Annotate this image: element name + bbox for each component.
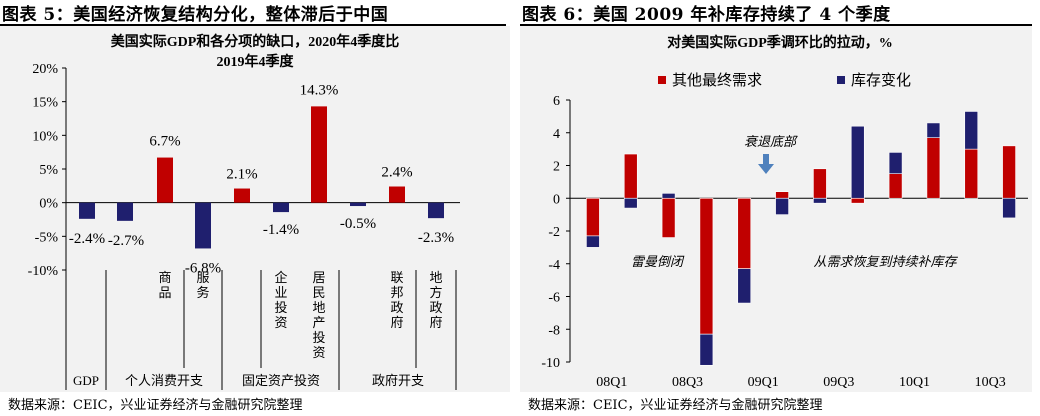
bar-other-final-demand bbox=[737, 197, 752, 269]
right-y-tick-label: -4 bbox=[548, 258, 560, 273]
bar-other-final-demand bbox=[699, 197, 714, 335]
bar-inventory-change bbox=[964, 111, 979, 150]
left-bar-data-label: 2.1% bbox=[226, 167, 257, 183]
legend-swatch-inventory bbox=[837, 76, 845, 84]
bar-inventory-change bbox=[699, 333, 714, 366]
legend-swatch-other-demand bbox=[658, 76, 666, 84]
right-y-tick-label: -2 bbox=[548, 225, 560, 240]
left-figure-heading: 图表 5：美国经济恢复结构分化，整体滞后于中国 bbox=[2, 5, 389, 25]
right-y-tick-label: 4 bbox=[553, 127, 560, 142]
bar-other-final-demand bbox=[813, 168, 827, 199]
left-bar bbox=[234, 188, 250, 203]
bar-other-final-demand bbox=[661, 197, 676, 238]
left-bar bbox=[157, 157, 173, 203]
left-y-tick-label: -10% bbox=[28, 264, 59, 279]
left-bar bbox=[273, 202, 289, 213]
left-bar-data-label: 14.3% bbox=[300, 82, 339, 98]
right-figure-heading: 图表 6：美国 2009 年补库存持续了 4 个季度 bbox=[522, 5, 891, 25]
bar-other-final-demand bbox=[775, 191, 789, 199]
bar-inventory-change bbox=[737, 268, 752, 304]
right-x-tick-label: 09Q3 bbox=[823, 375, 854, 390]
left-bar bbox=[311, 106, 327, 203]
right-x-tick-label: 08Q3 bbox=[672, 375, 703, 390]
bar-other-final-demand bbox=[888, 173, 903, 199]
bar-other-final-demand bbox=[1002, 145, 1016, 199]
left-bar-data-label: -1.4% bbox=[263, 222, 299, 238]
bar-inventory-change bbox=[661, 193, 676, 199]
annotation-lehman: 雷曼倒闭 bbox=[631, 254, 685, 269]
right-y-tick-label: -6 bbox=[548, 291, 560, 306]
left-subcategory-label: 企业投资 bbox=[274, 270, 287, 330]
annotation-recession-bottom: 衰退底部 bbox=[744, 134, 798, 149]
left-y-tick-label: 10% bbox=[32, 129, 58, 144]
bar-inventory-change bbox=[850, 125, 865, 199]
annotation-recovery-restock: 从需求恢复到持续补库存 bbox=[813, 254, 958, 269]
left-gap-bar-chart: 美国实际GDP和各分项的缺口，2020年4季度比 2019年4季度 20% 15%… bbox=[28, 33, 460, 390]
left-bar-data-label: -2.3% bbox=[418, 230, 454, 246]
left-subcategory-label: 居民地产投资 bbox=[312, 270, 325, 360]
left-y-tick-label: 15% bbox=[32, 96, 58, 111]
right-x-tick-label: 08Q1 bbox=[596, 375, 627, 390]
left-group-label: 固定资产投资 bbox=[242, 373, 320, 388]
left-y-tick-label: 0% bbox=[39, 197, 58, 212]
bar-inventory-change bbox=[586, 235, 600, 248]
bar-inventory-change bbox=[1002, 197, 1016, 219]
left-bar-data-label: -0.5% bbox=[340, 216, 376, 232]
bar-other-final-demand bbox=[850, 197, 865, 204]
left-subcategory-label: 地方政府 bbox=[429, 270, 442, 330]
right-y-tick-label: -10 bbox=[541, 356, 560, 371]
left-y-tick-label: 20% bbox=[32, 62, 58, 77]
left-subcategory-label: 服务 bbox=[196, 270, 209, 300]
left-bar bbox=[389, 186, 405, 203]
right-chart-title: 对美国实际GDP季调环比的拉动，% bbox=[667, 34, 893, 51]
bar-inventory-change bbox=[813, 197, 827, 204]
bar-inventory-change bbox=[623, 197, 638, 209]
left-group-label: 政府开支 bbox=[372, 373, 424, 388]
bar-inventory-change bbox=[926, 122, 941, 138]
left-panel: 图表 5：美国经济恢复结构分化，整体滞后于中国 美国实际GDP和各分项的缺口，2… bbox=[0, 5, 510, 413]
left-bar bbox=[79, 202, 95, 219]
left-source-note: 数据来源：CEIC，兴业证券经济与金融研究院整理 bbox=[8, 398, 303, 413]
right-y-tick-label: -8 bbox=[548, 323, 560, 338]
left-bar-data-label: 2.4% bbox=[381, 165, 412, 181]
bar-other-final-demand bbox=[964, 148, 979, 199]
right-x-tick-label: 09Q1 bbox=[748, 375, 779, 390]
bar-other-final-demand bbox=[623, 153, 638, 199]
left-group-label: 个人消费开支 bbox=[125, 373, 203, 388]
left-subcategory-label: 商品 bbox=[158, 270, 171, 300]
left-chart-title-line2: 2019年4季度 bbox=[217, 53, 295, 70]
left-bar-data-label: 6.7% bbox=[149, 134, 180, 150]
annotation-down-arrow bbox=[758, 154, 774, 174]
left-bar-data-label: -2.7% bbox=[108, 233, 144, 249]
right-panel: 图表 6：美国 2009 年补库存持续了 4 个季度 对美国实际GDP季调环比的… bbox=[520, 0, 1040, 416]
left-bar bbox=[195, 202, 211, 249]
left-y-tick-label: 5% bbox=[39, 163, 58, 178]
left-bar-data-label: -6.8% bbox=[185, 260, 221, 276]
right-heading-rule bbox=[520, 24, 1032, 26]
right-y-tick-label: 0 bbox=[553, 192, 560, 207]
legend-label-other-demand: 其他最终需求 bbox=[672, 72, 762, 89]
left-bar bbox=[117, 202, 133, 221]
left-bar-data-label: -2.4% bbox=[69, 231, 105, 247]
bar-inventory-change bbox=[775, 197, 789, 215]
left-heading-rule bbox=[0, 24, 506, 26]
left-subcategory-label: 联邦政府 bbox=[390, 270, 403, 330]
right-source-note: 数据来源：CEIC，兴业证券经济与金融研究院整理 bbox=[528, 398, 823, 413]
right-x-tick-label: 10Q3 bbox=[975, 375, 1006, 390]
legend-label-inventory: 库存变化 bbox=[851, 72, 911, 89]
left-group-label: GDP bbox=[73, 373, 99, 388]
right-x-tick-label: 10Q1 bbox=[899, 375, 930, 390]
left-chart-title-line1: 美国实际GDP和各分项的缺口，2020年4季度比 bbox=[111, 33, 400, 50]
right-contribution-bar-chart: 对美国实际GDP季调环比的拉动，% 其他最终需求 库存变化 6 4 2 0 -2 -4 -6 -8… bbox=[541, 34, 1028, 390]
right-y-tick-label: 2 bbox=[553, 160, 560, 175]
right-y-tick-label: 6 bbox=[553, 94, 560, 109]
bar-other-final-demand bbox=[586, 197, 600, 237]
left-bar bbox=[428, 202, 444, 219]
bar-inventory-change bbox=[888, 152, 903, 174]
left-bar bbox=[350, 202, 366, 207]
bar-other-final-demand bbox=[926, 137, 941, 199]
left-y-tick-label: -5% bbox=[35, 230, 59, 245]
